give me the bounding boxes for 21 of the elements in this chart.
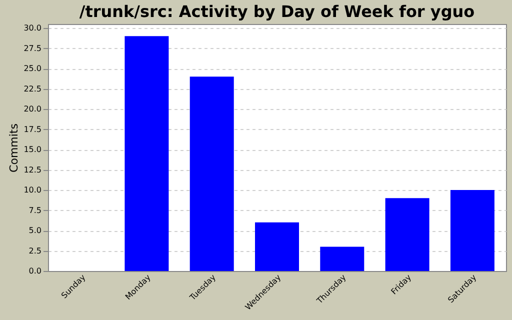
y-tick-label: 22.5 xyxy=(24,84,42,94)
bar xyxy=(385,198,430,271)
bar xyxy=(190,76,234,271)
y-tick-label: 20.0 xyxy=(24,104,42,114)
bar xyxy=(124,36,169,271)
y-axis-title: Commits xyxy=(8,123,21,172)
bar xyxy=(255,222,299,271)
y-tick-label: 25.0 xyxy=(24,64,42,74)
y-tick-label: 12.5 xyxy=(24,165,42,174)
y-tick-label: 30.0 xyxy=(24,24,42,33)
bar xyxy=(450,190,494,271)
y-tick-label: 10.0 xyxy=(24,186,42,195)
y-tick-label: 17.5 xyxy=(24,124,42,134)
chart-title: /trunk/src: Activity by Day of Week for yguo xyxy=(79,2,475,21)
y-tick-label: 15.0 xyxy=(24,145,42,154)
y-tick-label: 2.5 xyxy=(28,246,42,256)
y-tick-label: 0.0 xyxy=(28,266,42,276)
y-tick-label: 27.5 xyxy=(24,44,42,53)
y-tick-label: 5.0 xyxy=(28,226,42,236)
y-tick-label: 7.5 xyxy=(28,206,42,215)
bar xyxy=(320,246,364,271)
